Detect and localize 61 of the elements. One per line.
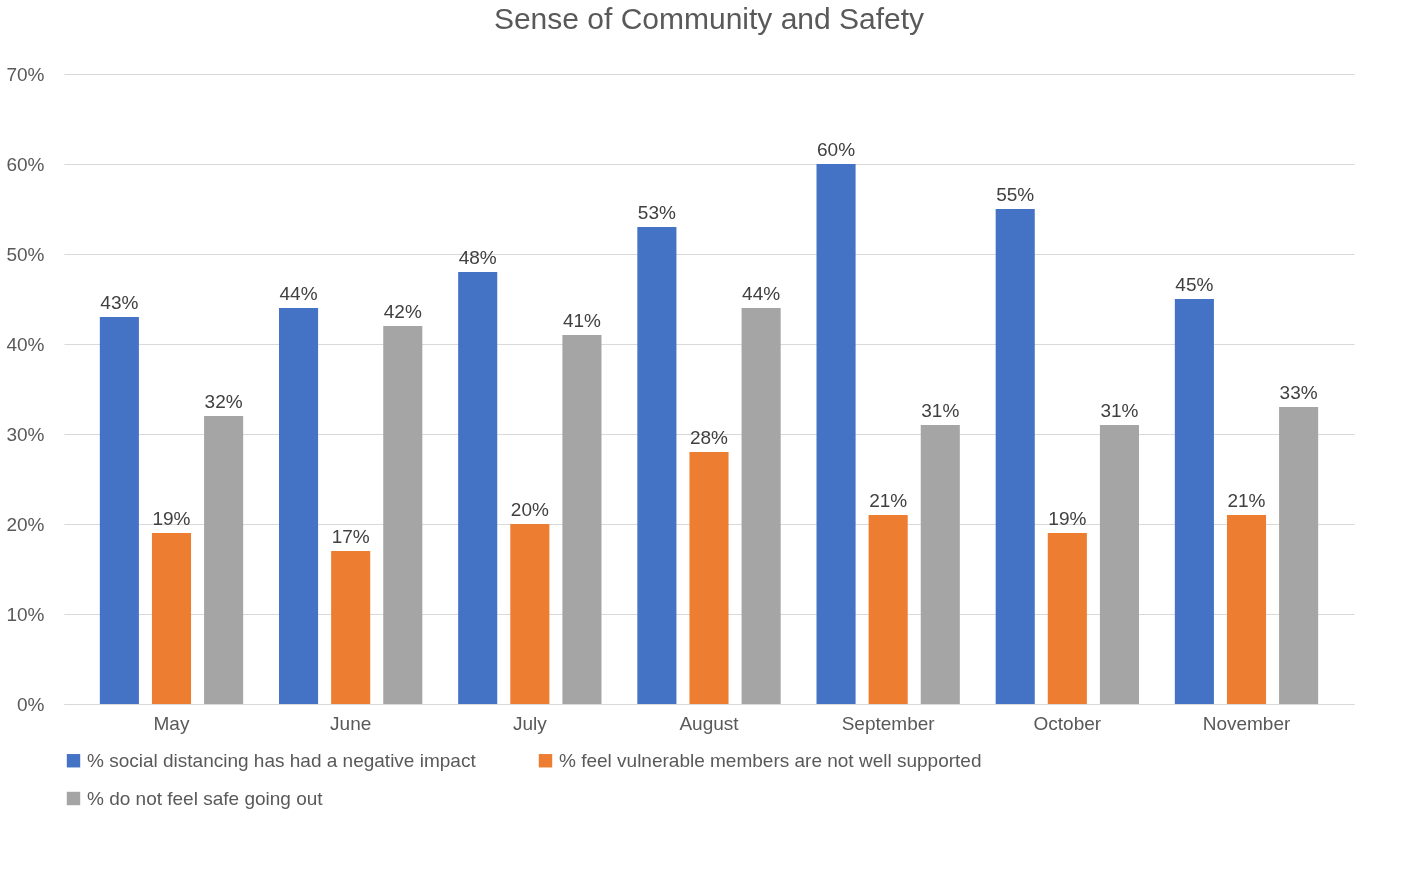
bar [1174,299,1214,704]
bar [995,209,1035,704]
bar [637,227,677,704]
bar [1047,533,1087,704]
data-label: 20% [510,499,549,520]
data-label: 19% [1048,508,1087,529]
x-tick-label: October [1033,712,1102,734]
data-label: 55% [996,184,1035,205]
data-label: 60% [817,139,856,160]
legend-label: % do not feel safe going out [87,787,324,809]
data-label: 45% [1175,274,1214,295]
y-tick-label: 10% [6,603,45,625]
bar [204,416,244,704]
y-tick-label: 0% [17,693,45,715]
bar [741,308,781,704]
legend-label: % feel vulnerable members are not well supported [559,749,982,771]
y-tick-label: 50% [6,243,45,265]
chart-title: Sense of Community and Safety [493,2,925,35]
x-tick-label: August [679,712,740,734]
data-label: 53% [637,202,676,223]
bar [689,452,729,704]
bar [99,317,139,704]
bar [279,308,319,704]
x-tick-label: July [512,712,548,734]
data-label: 43% [100,292,139,313]
bar [331,551,371,704]
data-label: 41% [562,310,602,331]
x-tick-label: November [1202,712,1291,734]
bar [920,425,960,704]
y-tick-label: 20% [6,513,45,535]
data-label: 21% [1227,490,1266,511]
data-label: 32% [204,391,243,412]
x-tick-label: June [330,712,372,734]
data-label: 31% [1100,400,1139,421]
data-label: 33% [1279,382,1318,403]
y-tick-label: 40% [6,333,45,355]
bar [816,164,856,704]
data-label: 42% [383,301,422,322]
bar [151,533,192,704]
bar [1279,407,1319,704]
legend-label: % social distancing has had a negative impact [87,749,477,771]
bar [458,272,498,704]
x-tick-label: May [153,712,190,734]
data-label: 21% [869,490,908,511]
data-label: 17% [331,526,370,547]
bar [1099,425,1139,704]
bar [868,515,908,704]
bar [510,524,550,704]
y-tick-label: 30% [6,423,45,445]
bar [383,326,423,704]
y-tick-label: 60% [6,153,45,175]
bar [562,335,602,704]
data-label: 19% [152,508,191,529]
bar [1226,515,1267,704]
x-tick-label: September [841,712,936,734]
data-label: 44% [279,283,318,304]
data-label: 44% [742,283,781,304]
data-label: 31% [921,400,960,421]
y-tick-label: 70% [6,63,45,85]
data-label: 48% [458,247,497,268]
data-label: 28% [689,427,729,448]
